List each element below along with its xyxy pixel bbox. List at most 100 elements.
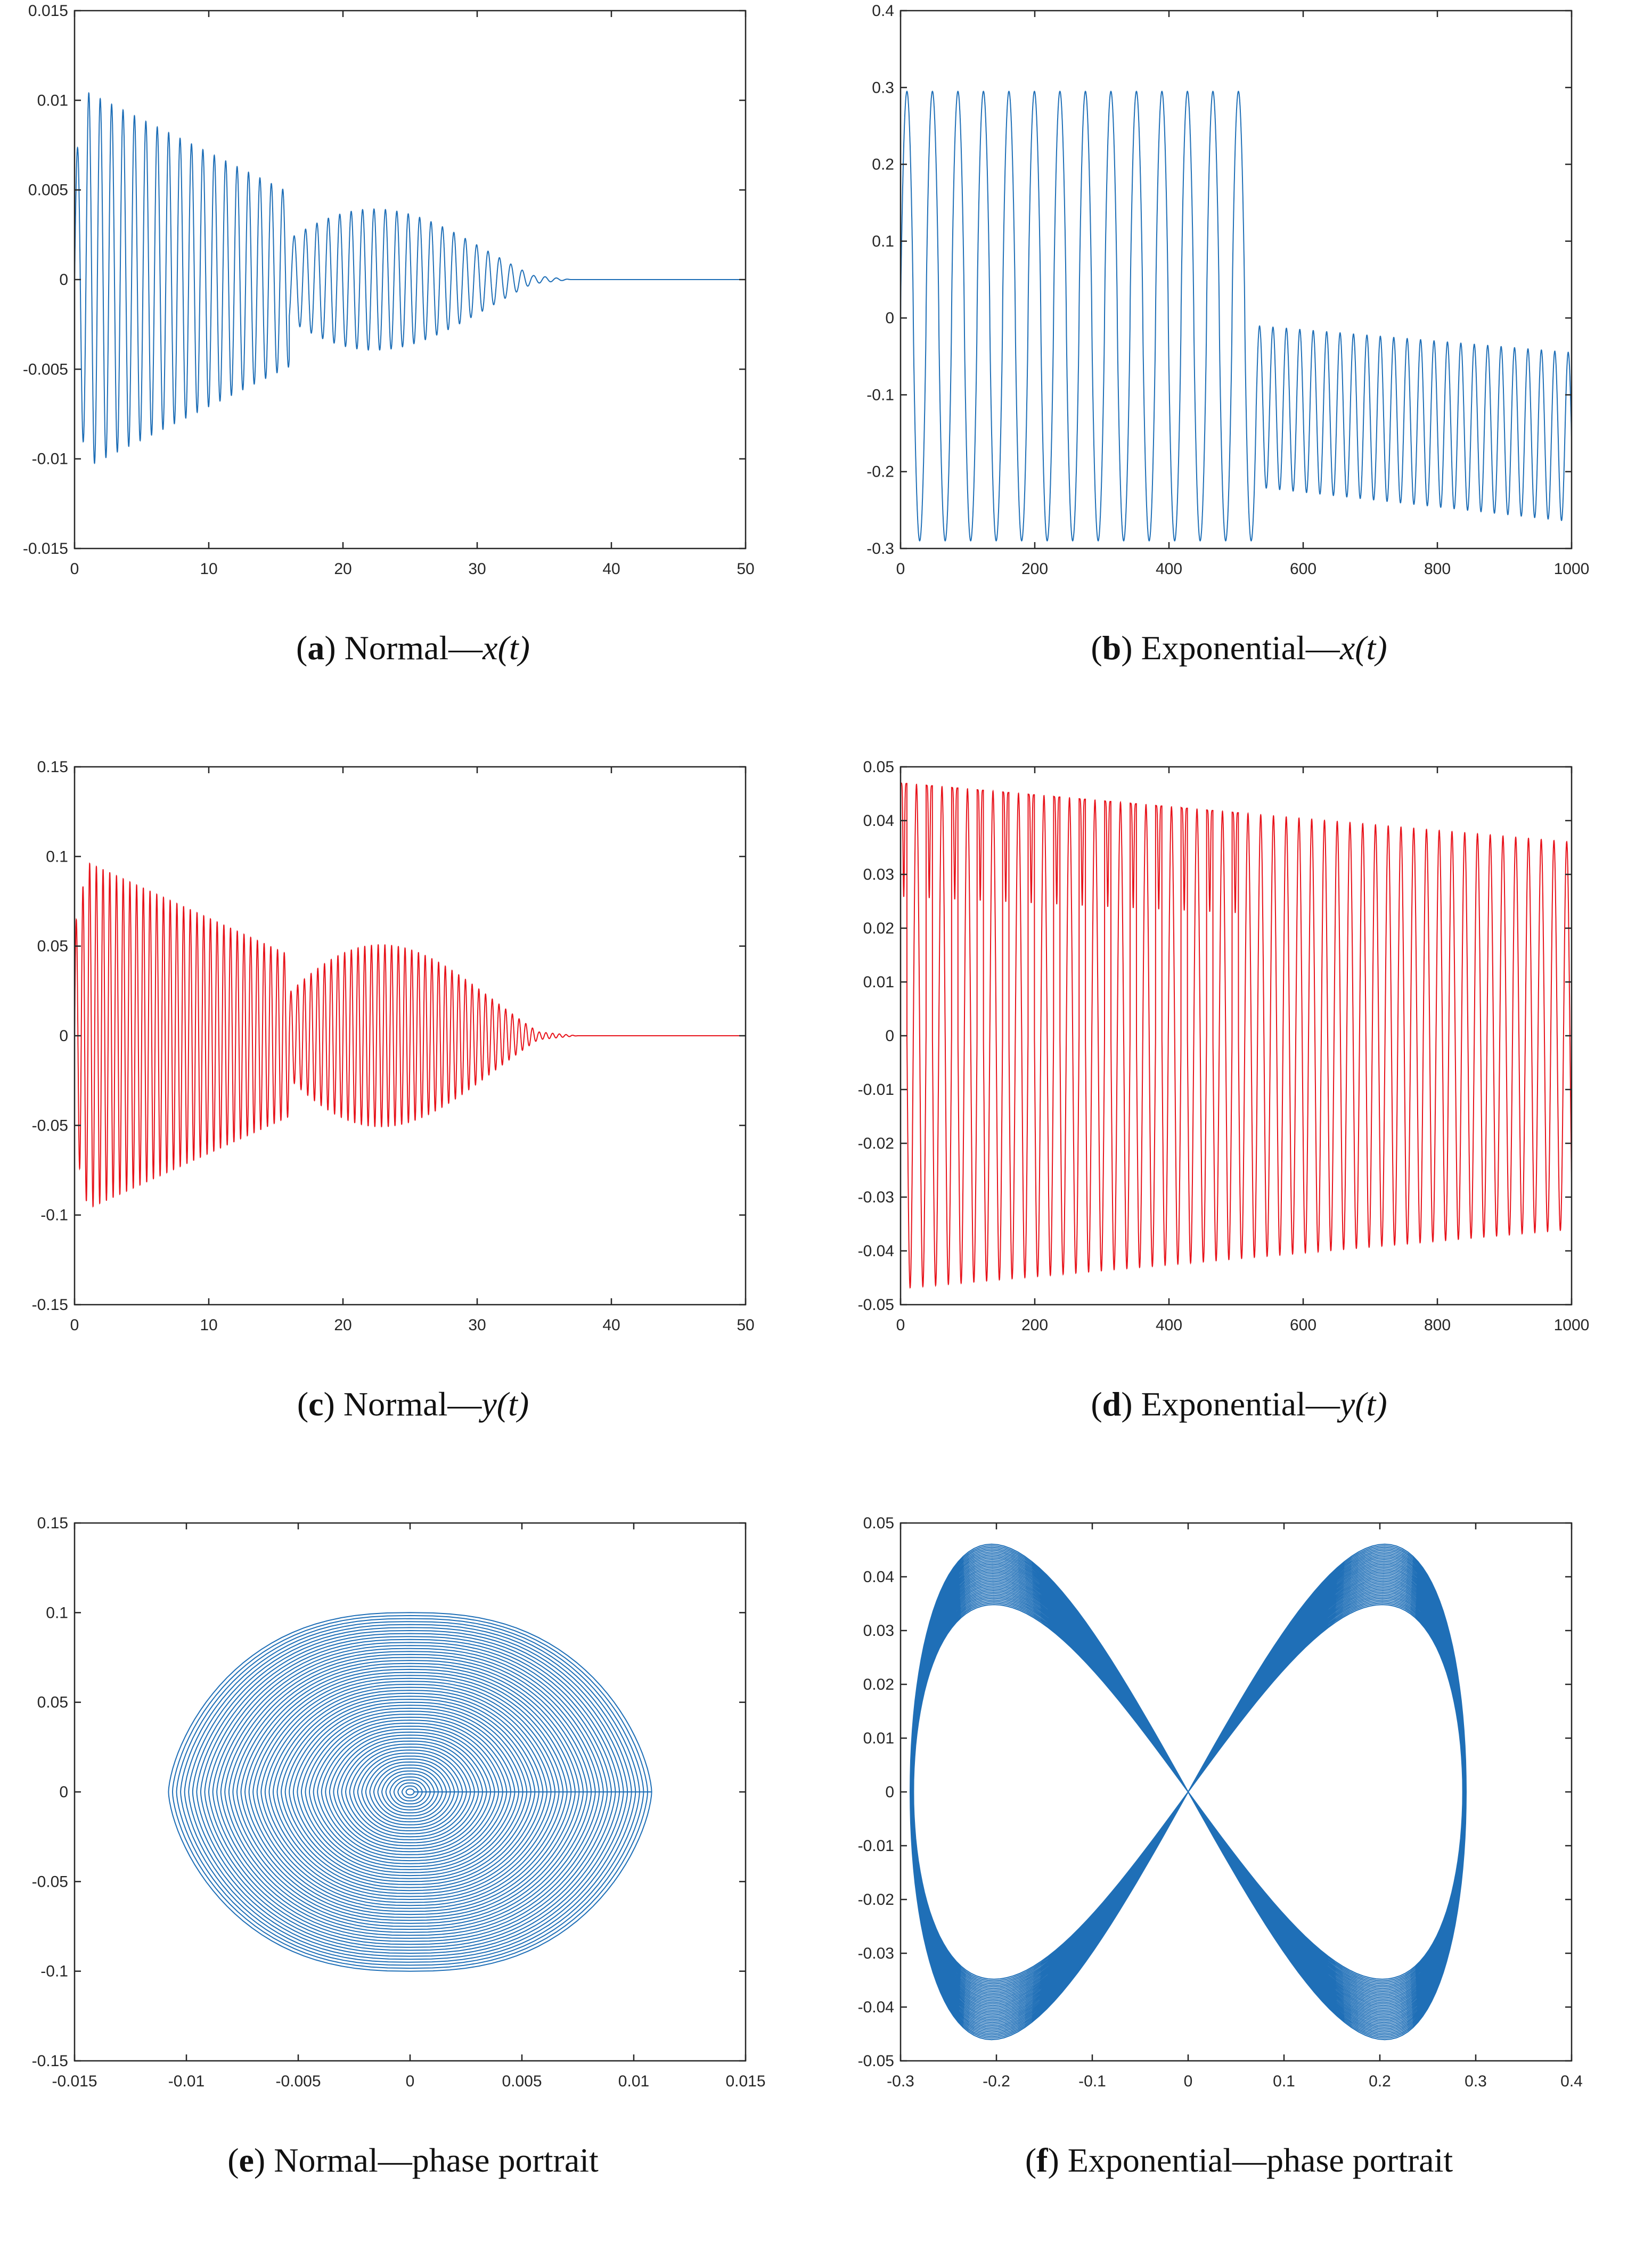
y-tick-label: -0.05: [858, 2052, 894, 2070]
y-tick-label: -0.04: [858, 1999, 894, 2016]
x-tick-label: 10: [200, 1316, 217, 1334]
y-tick-label: 0.15: [37, 758, 68, 776]
x-tick-label: -0.005: [275, 2073, 321, 2090]
y-tick-label: 0.05: [863, 758, 894, 776]
x-tick-label: 800: [1424, 560, 1451, 578]
y-tick-label: -0.05: [32, 1117, 68, 1134]
caption-dash: —: [1305, 1385, 1340, 1423]
caption-arg: phase portrait: [412, 2141, 599, 2179]
x-tick-label: -0.015: [52, 2073, 97, 2090]
x-tick-label: 0.005: [502, 2073, 542, 2090]
x-tick-label: 0.1: [1273, 2073, 1295, 2090]
caption-f: (f) Exponential—phase portrait: [1025, 2141, 1453, 2179]
caption-e: (e) Normal—phase portrait: [227, 2141, 599, 2179]
x-tick-label: 1000: [1554, 560, 1590, 578]
caption-name: Exponential: [1141, 629, 1306, 667]
caption-arg: phase portrait: [1266, 2141, 1453, 2179]
x-tick-label: -0.3: [887, 2073, 914, 2090]
y-tick-label: 0.04: [863, 812, 894, 830]
x-tick-label: 600: [1290, 1316, 1316, 1334]
caption-letter: f: [1036, 2141, 1048, 2179]
x-tick-label: 0.015: [725, 2073, 765, 2090]
panel-b: 0 200 400 600 800 1000 0.4 0.3 0.2 0.1 0 -0.1 -0.2 -0…: [826, 0, 1652, 746]
caption-letter: b: [1102, 629, 1122, 667]
y-tick-label: 0.05: [37, 1694, 68, 1712]
y-tick-label: -0.03: [858, 1945, 894, 1962]
y-tick-label: -0.01: [32, 451, 68, 468]
panel-a: 0 10 20 30 40 50 0.015 0.01 0.005 0 -0.005 -0.01 -0.…: [0, 0, 826, 746]
data-series-line: [909, 1543, 1467, 2041]
caption-dash: —: [1305, 629, 1340, 667]
panel-d: 0 200 400 600 800 1000 0.05 0.04 0.03 0.02 0.01 0 -0…: [826, 756, 1652, 1502]
x-tick-label: 30: [468, 1316, 486, 1334]
y-tick-label: 0.1: [46, 1604, 68, 1622]
caption-name: Exponential: [1067, 2141, 1233, 2179]
y-tick-label: 0: [59, 271, 68, 289]
y-tick-label: -0.15: [32, 1296, 68, 1314]
x-tick-label: -0.1: [1078, 2073, 1106, 2090]
y-tick-label: 0.015: [28, 2, 68, 20]
caption-c: (c) Normal—y(t): [297, 1385, 529, 1423]
y-tick-label: 0: [59, 1027, 68, 1045]
caption-name: Normal: [344, 629, 449, 667]
caption-name: Normal: [274, 2141, 378, 2179]
x-tick-label: 0: [1184, 2073, 1193, 2090]
x-tick-label: 10: [200, 560, 217, 578]
y-tick-label: -0.04: [858, 1242, 894, 1260]
chart-c: 0 10 20 30 40 50 0.15 0.1 0.05 0 -0.05 -0.1 -0.15: [32, 758, 755, 1334]
x-tick-label: 1000: [1554, 1316, 1590, 1334]
y-tick-label: 0.02: [863, 1676, 894, 1693]
y-tick-label: -0.15: [32, 2052, 68, 2070]
x-tick-label: 50: [737, 1316, 754, 1334]
data-series-line: [74, 92, 746, 464]
y-tick-label: 0.03: [863, 1622, 894, 1640]
x-tick-label: 800: [1424, 1316, 1451, 1334]
caption-var: y: [1339, 1385, 1355, 1423]
caption-dash: —: [448, 629, 483, 667]
chart-b: 0 200 400 600 800 1000 0.4 0.3 0.2 0.1 0 -0.1 -0.2 -0…: [866, 2, 1590, 578]
y-tick-label: -0.05: [32, 1873, 68, 1890]
x-tick-label: 0.4: [1560, 2073, 1583, 2090]
caption-dash: —: [378, 2141, 412, 2179]
caption-var: x: [482, 629, 498, 667]
data-series-line: [900, 91, 1572, 542]
chart-a: 0 10 20 30 40 50 0.015 0.01 0.005 0 -0.005 -0.01 -0.…: [23, 2, 755, 578]
caption-letter: e: [239, 2141, 254, 2179]
x-tick-label: 600: [1290, 560, 1316, 578]
y-tick-label: 0: [885, 1027, 894, 1045]
y-tick-label: 0.3: [872, 79, 894, 96]
y-tick-label: -0.1: [40, 1963, 68, 1980]
y-tick-label: 0.15: [37, 1514, 68, 1532]
caption-arg: (t): [497, 629, 530, 667]
y-tick-label: 0.05: [863, 1514, 894, 1532]
x-tick-label: 400: [1156, 1316, 1182, 1334]
y-tick-label: 0: [885, 1783, 894, 1801]
x-tick-label: 0: [896, 1316, 905, 1334]
x-tick-label: 0.01: [618, 2073, 649, 2090]
caption-name: Exponential: [1141, 1385, 1306, 1423]
x-tick-label: 0: [406, 2073, 415, 2090]
y-tick-label: 0.2: [872, 156, 894, 174]
y-tick-label: 0.1: [46, 848, 68, 865]
panel-f: -0.3 -0.2 -0.1 0 0.1 0.2 0.3 0.4 0.05 0.04 0.03 0.0…: [826, 1512, 1652, 2258]
y-tick-label: 0.01: [37, 92, 68, 109]
y-tick-label: 0.4: [872, 2, 894, 20]
caption-letter: d: [1102, 1385, 1122, 1423]
x-tick-label: 400: [1156, 560, 1182, 578]
y-tick-label: -0.05: [858, 1296, 894, 1314]
chart-e: -0.015 -0.01 -0.005 0 0.005 0.01 0.015 0.15 0.1 0…: [32, 1514, 766, 2090]
caption-dash: —: [447, 1385, 482, 1423]
y-tick-label: -0.01: [858, 1081, 894, 1099]
x-tick-label: 30: [468, 560, 486, 578]
y-tick-label: -0.015: [23, 540, 68, 558]
y-tick-label: 0: [885, 309, 894, 327]
caption-arg: (t): [1355, 629, 1387, 667]
x-tick-label: 0: [70, 560, 79, 578]
x-tick-label: 0: [896, 560, 905, 578]
x-tick-label: 0.2: [1369, 2073, 1391, 2090]
y-tick-label: -0.005: [23, 361, 68, 378]
y-tick-label: -0.1: [866, 386, 894, 404]
y-tick-label: -0.01: [858, 1837, 894, 1855]
data-series-line: [74, 862, 746, 1208]
y-tick-label: 0.01: [863, 1730, 894, 1747]
